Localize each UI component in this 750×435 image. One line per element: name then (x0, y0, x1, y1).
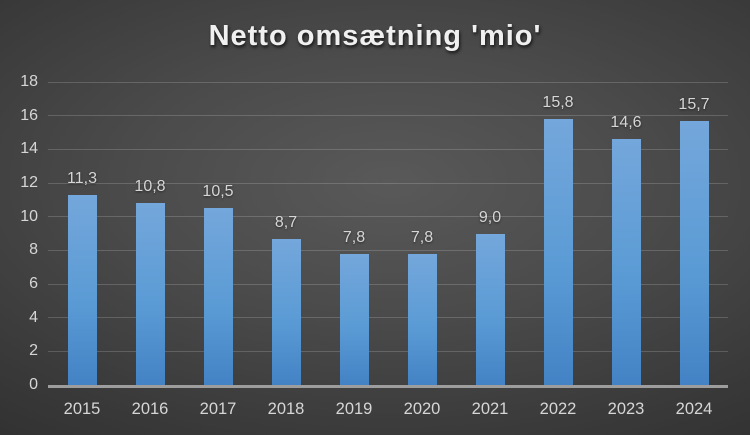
bar-value-label: 15,7 (678, 95, 710, 113)
y-tick-label: 6 (29, 275, 38, 292)
y-gridline (48, 81, 728, 83)
y-gridline (48, 350, 728, 352)
bar (203, 208, 233, 385)
x-tick-label: 2022 (539, 400, 577, 418)
y-gridline (48, 317, 728, 319)
bar-value-label: 11,3 (67, 169, 97, 187)
bar (135, 203, 165, 385)
x-axis-line (48, 385, 728, 388)
y-tick-label: 16 (20, 106, 38, 124)
y-gridline (48, 216, 728, 218)
y-tick-label: 14 (20, 140, 38, 158)
bar-value-label: 7,8 (410, 228, 434, 246)
y-gridline (48, 148, 728, 150)
y-gridline (48, 249, 728, 251)
bar-value-label: 10,5 (202, 183, 234, 201)
y-tick-label: 10 (20, 207, 38, 225)
y-tick-label: 8 (29, 241, 38, 259)
bar-value-label: 14,6 (610, 114, 642, 132)
x-tick-label: 2023 (607, 400, 645, 418)
bar-value-label: 15,8 (542, 94, 574, 112)
x-tick-label: 2015 (63, 400, 101, 418)
x-tick-label: 2018 (267, 400, 305, 418)
bar (271, 238, 301, 385)
y-gridline (48, 283, 728, 285)
x-tick-label: 2017 (199, 400, 237, 418)
bar (679, 120, 709, 385)
y-tick-label: 4 (29, 308, 38, 326)
y-gridline (48, 182, 728, 184)
x-tick-label: 2016 (131, 400, 169, 418)
x-tick-label: 2019 (335, 400, 373, 418)
bar (339, 253, 369, 385)
y-tick-label: 12 (20, 174, 38, 191)
bar-value-label: 7,8 (342, 228, 366, 246)
bar (475, 233, 505, 385)
y-tick-label: 0 (29, 376, 38, 393)
bar-value-label: 10,8 (134, 178, 166, 196)
y-tick-label: 2 (29, 342, 38, 360)
bar (543, 119, 573, 385)
bar (407, 253, 437, 385)
bar (67, 194, 97, 385)
x-tick-label: 2024 (675, 400, 713, 418)
bar (611, 139, 641, 385)
bar-value-label: 8,7 (274, 213, 298, 231)
y-gridline (48, 115, 728, 117)
y-tick-label: 18 (20, 73, 38, 90)
chart-title: Netto omsætning 'mio' (208, 20, 542, 52)
bar-value-label: 9,0 (478, 208, 502, 226)
x-tick-label: 2021 (471, 400, 509, 418)
x-tick-label: 2020 (403, 400, 441, 418)
